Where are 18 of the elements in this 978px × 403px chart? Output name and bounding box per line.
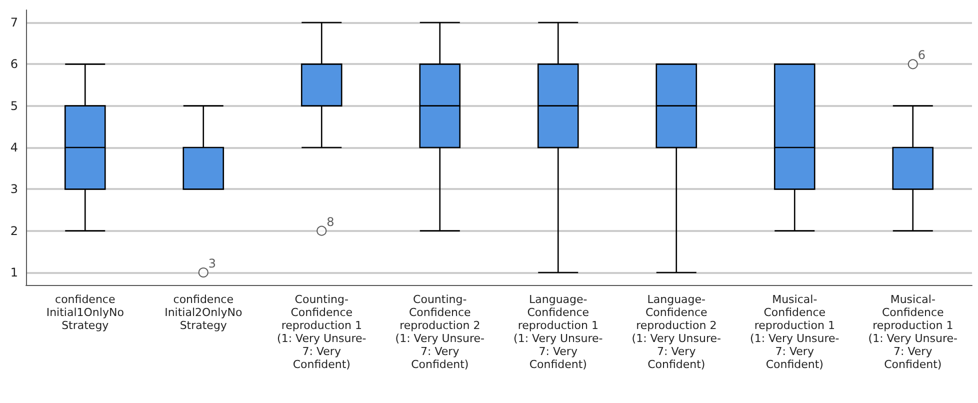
x-tick-label: Counting-Confidence reproduction 1 (1: Very Unsure-7: Very Confident): [277, 293, 366, 371]
x-tick-label: Musical-Confidence reproduction 1 (1: Very Unsure-7: Very Confident): [868, 293, 958, 371]
annotation: 6: [918, 48, 926, 62]
x-tick-label: confidence Initial2OnlyNo Strategy: [164, 293, 242, 332]
annotation: 8: [326, 214, 334, 229]
x-tick-label: Counting-Confidence reproduction 2 (1: Very Unsure-7: Very Confident): [395, 293, 485, 371]
y-tick-label: 3: [10, 182, 18, 196]
y-tick-label: 2: [10, 224, 18, 238]
y-tick-label: 7: [10, 16, 18, 30]
x-tick-label: confidence Initial1OnlyNo Strategy: [46, 293, 124, 332]
x-tick-label: Language-Confidence reproduction 1 (1: Very Unsure-7: Very Confident): [514, 293, 603, 371]
y-tick-label: 5: [10, 98, 18, 113]
y-tick-label: 4: [10, 140, 18, 154]
y-tick-label: 1: [10, 266, 18, 280]
x-tick-label: Musical-Confidence reproduction 1 (1: Very Unsure-7: Very Confident): [750, 293, 840, 371]
annotation: 3: [208, 256, 216, 270]
x-tick-label: Language-Confidence reproduction 2 (1: Very Unsure-7: Very Confident): [632, 293, 722, 371]
y-tick-label: 6: [10, 57, 18, 72]
